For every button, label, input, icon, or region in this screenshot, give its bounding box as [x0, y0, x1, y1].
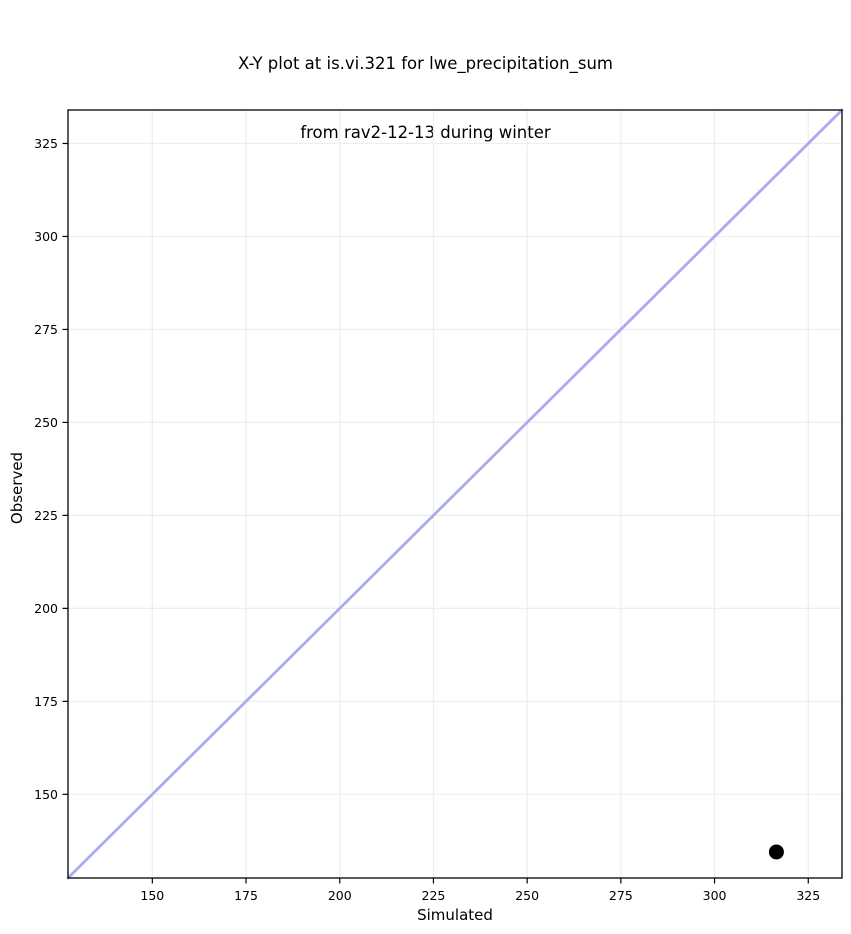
x-tick-label: 200 — [328, 888, 352, 903]
axes-spines — [67, 109, 843, 879]
y-tick-label: 225 — [34, 508, 58, 523]
x-tick-label: 275 — [609, 888, 633, 903]
chart-title-line1: X-Y plot at is.vi.321 for lwe_precipitat… — [238, 54, 613, 73]
y-tick-label: 300 — [34, 229, 58, 244]
data-point — [768, 844, 784, 860]
x-axis-label: Simulated — [417, 906, 493, 924]
y-axis-label: Observed — [8, 451, 26, 525]
y-tick-label: 275 — [34, 322, 58, 337]
identity-line — [66, 108, 844, 880]
y-tick-label: 200 — [34, 601, 58, 616]
y-tick-label: 325 — [34, 136, 58, 151]
y-tick-label: 175 — [34, 694, 58, 709]
y-tick-label: 150 — [34, 787, 58, 802]
x-tick-label: 250 — [515, 888, 539, 903]
chart-title-line2: from rav2-12-13 during winter — [300, 123, 551, 142]
x-tick-label: 150 — [140, 888, 164, 903]
y-tick-label: 250 — [34, 415, 58, 430]
x-tick-label: 225 — [422, 888, 446, 903]
x-tick-label: 325 — [796, 888, 820, 903]
x-tick-label: 300 — [703, 888, 727, 903]
x-tick-label: 175 — [234, 888, 258, 903]
chart-title: X-Y plot at is.vi.321 for lwe_precipitat… — [0, 6, 851, 190]
